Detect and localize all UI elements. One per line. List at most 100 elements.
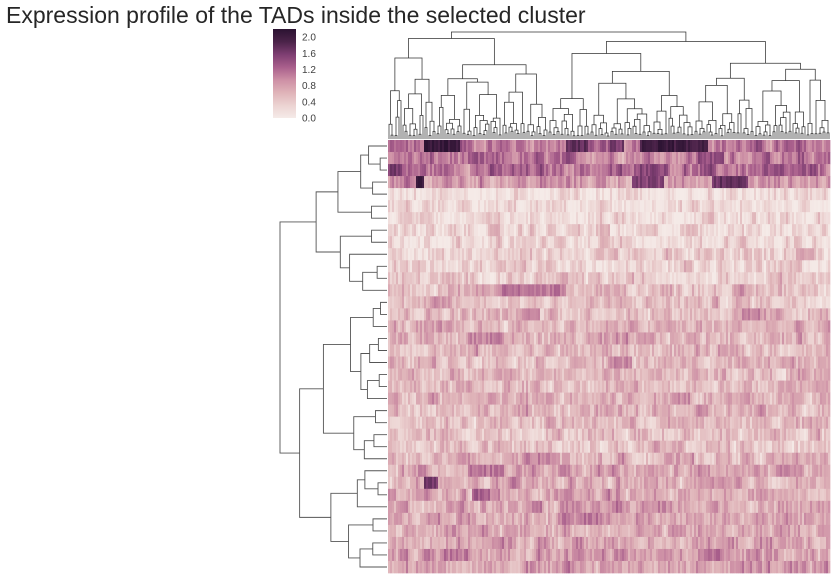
column-dendrogram-link bbox=[739, 99, 750, 114]
heatmap-cell bbox=[824, 356, 827, 369]
heatmap-cell bbox=[822, 140, 825, 153]
column-dendrogram-link bbox=[409, 123, 416, 136]
heatmap-cell bbox=[462, 152, 465, 165]
heatmap-cell bbox=[576, 176, 579, 189]
row-dendrogram-link bbox=[279, 221, 317, 454]
heatmap-cell bbox=[802, 332, 805, 345]
heatmap-cell bbox=[816, 152, 819, 165]
heatmap-cell bbox=[396, 248, 399, 261]
heatmap-cell bbox=[668, 152, 671, 165]
heatmap-cell bbox=[798, 380, 801, 393]
heatmap-cell bbox=[772, 332, 775, 345]
heatmap-cell bbox=[762, 224, 765, 237]
heatmap-cell bbox=[450, 272, 453, 285]
heatmap-cell bbox=[788, 356, 791, 369]
heatmap-cell bbox=[794, 248, 797, 261]
heatmap-cell bbox=[470, 224, 473, 237]
heatmap-cell bbox=[388, 320, 391, 333]
heatmap-cell bbox=[820, 176, 823, 189]
heatmap-cell bbox=[406, 392, 409, 405]
heatmap-cell bbox=[612, 272, 615, 285]
heatmap-cell bbox=[490, 152, 493, 165]
heatmap-cell bbox=[550, 332, 553, 345]
heatmap-cell bbox=[630, 212, 633, 225]
heatmap-cell bbox=[420, 344, 423, 357]
heatmap-cell bbox=[468, 332, 471, 345]
heatmap-cell bbox=[628, 284, 631, 297]
heatmap-cell bbox=[536, 188, 539, 201]
heatmap-cell bbox=[632, 296, 635, 309]
heatmap-cell bbox=[406, 380, 409, 393]
heatmap-cell bbox=[616, 188, 619, 201]
heatmap-cell bbox=[506, 200, 509, 213]
heatmap-cell bbox=[504, 356, 507, 369]
heatmap-cell bbox=[548, 332, 551, 345]
heatmap-cell bbox=[558, 164, 561, 177]
heatmap-cell bbox=[460, 356, 463, 369]
heatmap-cell bbox=[708, 260, 711, 273]
heatmap-cell bbox=[516, 212, 519, 225]
heatmap-cell bbox=[734, 368, 737, 381]
heatmap-cell bbox=[452, 248, 455, 261]
heatmap-cell bbox=[448, 236, 451, 249]
heatmap-cell bbox=[420, 224, 423, 237]
heatmap-cell bbox=[398, 164, 401, 177]
heatmap-cell bbox=[724, 320, 727, 333]
heatmap-cell bbox=[574, 248, 577, 261]
heatmap-cell bbox=[686, 284, 689, 297]
heatmap-cell bbox=[576, 248, 579, 261]
heatmap-cell bbox=[518, 308, 521, 321]
heatmap-cell bbox=[548, 188, 551, 201]
heatmap-cell bbox=[524, 200, 527, 213]
heatmap-cell bbox=[708, 320, 711, 333]
heatmap-cell bbox=[600, 152, 603, 165]
heatmap-cell bbox=[552, 248, 555, 261]
heatmap-cell bbox=[554, 380, 557, 393]
heatmap-cell bbox=[692, 176, 695, 189]
heatmap-cell bbox=[436, 176, 439, 189]
heatmap-cell bbox=[424, 272, 427, 285]
heatmap-cell bbox=[720, 308, 723, 321]
heatmap-cell bbox=[718, 380, 721, 393]
heatmap-cell bbox=[712, 212, 715, 225]
heatmap-cell bbox=[812, 368, 815, 381]
heatmap-cell bbox=[648, 212, 651, 225]
heatmap-cell bbox=[516, 356, 519, 369]
heatmap-cell bbox=[530, 320, 533, 333]
heatmap-cell bbox=[678, 272, 681, 285]
heatmap-cell bbox=[570, 212, 573, 225]
heatmap-cell bbox=[532, 332, 535, 345]
heatmap-cell bbox=[734, 296, 737, 309]
heatmap-cell bbox=[592, 200, 595, 213]
heatmap-cell bbox=[720, 284, 723, 297]
column-dendrogram-link bbox=[780, 117, 787, 133]
heatmap-cell bbox=[672, 260, 675, 273]
heatmap-cell bbox=[598, 272, 601, 285]
heatmap-cell bbox=[750, 356, 753, 369]
heatmap-cell bbox=[564, 224, 567, 237]
heatmap-cell bbox=[658, 344, 661, 357]
heatmap-cell bbox=[482, 320, 485, 333]
heatmap-cell bbox=[688, 308, 691, 321]
heatmap-cell bbox=[670, 320, 673, 333]
heatmap-cell bbox=[426, 308, 429, 321]
heatmap-cell bbox=[730, 284, 733, 297]
heatmap-cell bbox=[418, 188, 421, 201]
heatmap-cell bbox=[682, 332, 685, 345]
heatmap-cell bbox=[706, 296, 709, 309]
heatmap-cell bbox=[486, 284, 489, 297]
heatmap-cell bbox=[490, 296, 493, 309]
heatmap-cell bbox=[800, 140, 803, 153]
heatmap-cell bbox=[550, 356, 553, 369]
heatmap-cell bbox=[778, 296, 781, 309]
heatmap-cell bbox=[824, 260, 827, 273]
heatmap-cell bbox=[670, 368, 673, 381]
heatmap-cell bbox=[722, 296, 725, 309]
heatmap-cell bbox=[634, 260, 637, 273]
heatmap-cell bbox=[600, 296, 603, 309]
heatmap-cell bbox=[762, 380, 765, 393]
heatmap-cell bbox=[422, 176, 425, 189]
heatmap-cell bbox=[648, 356, 651, 369]
heatmap-cell bbox=[730, 260, 733, 273]
heatmap-cell bbox=[418, 284, 421, 297]
